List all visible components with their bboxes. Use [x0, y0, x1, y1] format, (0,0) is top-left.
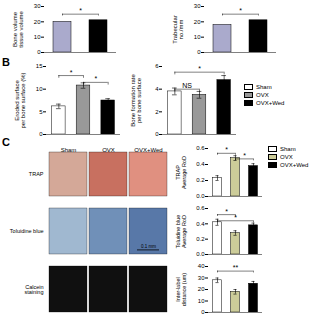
svg-text:Toluidine blue: Toluidine blue: [10, 228, 44, 234]
html-text:Sham: Sham: [256, 84, 272, 90]
html-text:Sham: Sham: [280, 146, 296, 152]
svg-text:0.1 mm: 0.1 mm: [141, 244, 156, 249]
svg-text:10: 10: [36, 86, 43, 92]
svg-text:10: 10: [198, 298, 205, 304]
svg-text:0: 0: [201, 309, 205, 315]
svg-text:Sham: Sham: [61, 147, 77, 153]
svg-text:*: *: [243, 152, 246, 159]
svg-text:0: 0: [197, 49, 201, 55]
svg-text:Inter-labeldistance (um): Inter-labeldistance (um): [175, 273, 187, 306]
svg-text:*: *: [79, 7, 82, 14]
html-text:OVX+Wed: OVX+Wed: [280, 162, 309, 168]
svg-text:*: *: [225, 146, 228, 153]
svg-text:2: 2: [155, 109, 159, 115]
svg-text:Trabecularno./mm: Trabecularno./mm: [172, 15, 184, 43]
svg-text:*: *: [70, 69, 73, 76]
html-text:OVX: OVX: [280, 154, 293, 160]
svg-text:NS: NS: [182, 82, 192, 89]
svg-text:Toluidine blueAverage RoD: Toluidine blueAverage RoD: [175, 215, 187, 249]
svg-text:*: *: [94, 75, 97, 82]
svg-text:0.2: 0.2: [196, 177, 205, 183]
html-text:B: B: [2, 56, 10, 68]
svg-text:30: 30: [34, 3, 41, 9]
svg-text:0.6: 0.6: [196, 145, 205, 151]
svg-text:10: 10: [194, 34, 201, 40]
svg-text:0.0: 0.0: [196, 251, 205, 257]
svg-text:20: 20: [194, 19, 201, 25]
svg-text:Calceinstaining: Calceinstaining: [25, 284, 44, 296]
svg-text:30: 30: [194, 3, 201, 9]
svg-text:20: 20: [198, 286, 205, 292]
svg-text:0.4: 0.4: [196, 221, 205, 227]
svg-text:30: 30: [198, 275, 205, 281]
svg-text:TRAPAverage RoD: TRAPAverage RoD: [175, 156, 187, 189]
svg-text:15: 15: [36, 63, 43, 69]
svg-text:5: 5: [39, 109, 43, 115]
svg-text:*: *: [234, 214, 237, 221]
svg-text:0: 0: [39, 131, 43, 137]
svg-text:TRAP: TRAP: [29, 171, 44, 177]
svg-text:Bone volumetissue volume: Bone volumetissue volume: [12, 10, 24, 47]
svg-text:Bone formation rateper bone su: Bone formation rateper bone surface: [130, 73, 142, 126]
svg-text:0: 0: [155, 131, 159, 137]
html-text:OVX: OVX: [256, 92, 269, 98]
svg-text:0: 0: [37, 49, 41, 55]
svg-text:Eroded surfaceper bone surface: Eroded surfaceper bone surface (%): [14, 72, 26, 128]
svg-text:**: **: [233, 264, 239, 271]
svg-text:OVX: OVX: [102, 147, 115, 153]
svg-text:0.2: 0.2: [196, 236, 205, 242]
svg-text:10: 10: [34, 34, 41, 40]
html-text:C: C: [2, 136, 10, 148]
svg-text:0.6: 0.6: [196, 205, 205, 211]
svg-text:40: 40: [198, 263, 205, 269]
svg-text:0.4: 0.4: [196, 161, 205, 167]
html-text:OVX+Wed: OVX+Wed: [256, 100, 285, 106]
svg-text:4: 4: [155, 86, 159, 92]
svg-text:*: *: [225, 208, 228, 215]
svg-text:OVX+Wed: OVX+Wed: [134, 147, 162, 153]
svg-text:0.0: 0.0: [196, 193, 205, 199]
svg-text:20: 20: [34, 19, 41, 25]
svg-text:6: 6: [155, 63, 159, 69]
svg-text:*: *: [198, 65, 201, 72]
svg-text:*: *: [239, 7, 242, 14]
